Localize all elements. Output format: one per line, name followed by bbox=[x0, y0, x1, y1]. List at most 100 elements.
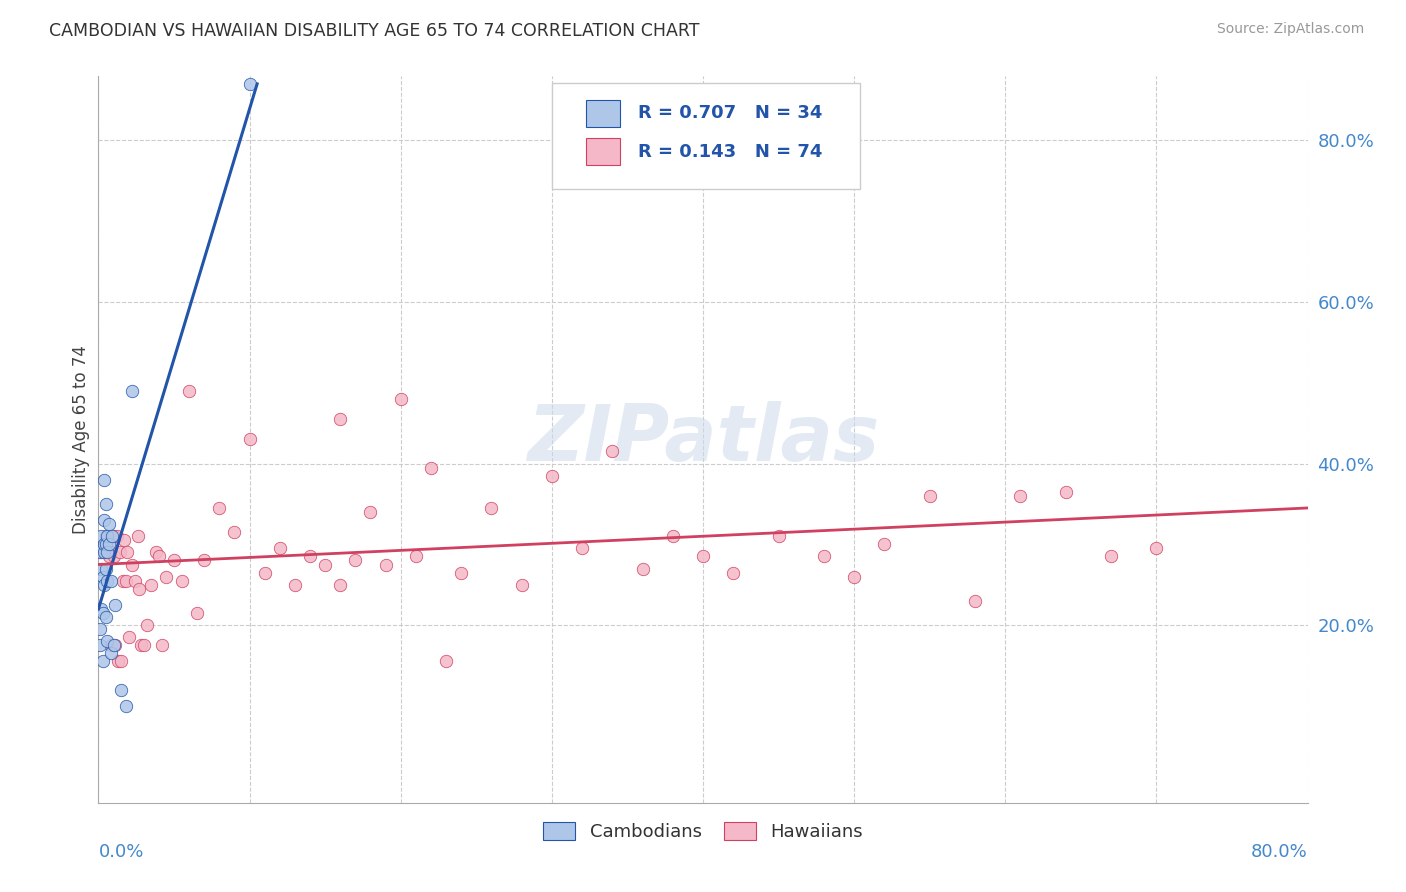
Point bbox=[128, 582, 150, 596]
Bar bbox=[586, 138, 620, 165]
Point bbox=[1054, 484, 1077, 499]
Point bbox=[107, 655, 129, 669]
Point bbox=[111, 574, 134, 588]
Point bbox=[112, 533, 135, 548]
Legend: Cambodians, Hawaiians: Cambodians, Hawaiians bbox=[536, 814, 870, 848]
Point bbox=[299, 549, 322, 564]
Point bbox=[90, 541, 112, 556]
Point bbox=[813, 549, 835, 564]
Point bbox=[434, 655, 457, 669]
Point bbox=[873, 537, 896, 551]
Point bbox=[91, 541, 114, 556]
Point bbox=[94, 497, 117, 511]
Point bbox=[121, 384, 143, 398]
Point bbox=[510, 578, 533, 592]
Point bbox=[96, 574, 118, 588]
Text: 80.0%: 80.0% bbox=[1251, 843, 1308, 861]
Point bbox=[90, 602, 112, 616]
Point bbox=[105, 529, 128, 543]
Point bbox=[94, 537, 117, 551]
Point bbox=[108, 545, 131, 559]
Point bbox=[114, 574, 136, 588]
Point bbox=[692, 549, 714, 564]
Point bbox=[193, 553, 215, 567]
Point bbox=[100, 638, 122, 652]
Point bbox=[405, 549, 427, 564]
Point bbox=[89, 622, 111, 636]
Point bbox=[93, 545, 115, 559]
Point bbox=[94, 561, 117, 575]
Point bbox=[132, 638, 155, 652]
Text: R = 0.707   N = 34: R = 0.707 N = 34 bbox=[638, 104, 823, 122]
Point bbox=[100, 545, 122, 559]
Point bbox=[90, 561, 112, 575]
Point bbox=[96, 545, 118, 559]
Point bbox=[374, 558, 396, 572]
Point bbox=[224, 525, 246, 540]
Point bbox=[89, 638, 111, 652]
Point bbox=[844, 569, 866, 583]
Point bbox=[101, 529, 124, 543]
Point bbox=[163, 553, 186, 567]
Point bbox=[314, 558, 336, 572]
Point bbox=[253, 566, 276, 580]
Point bbox=[389, 392, 412, 406]
Point bbox=[208, 500, 231, 515]
Point bbox=[91, 606, 114, 620]
Point bbox=[420, 460, 443, 475]
Point bbox=[481, 500, 503, 515]
Point bbox=[269, 541, 291, 556]
Point bbox=[360, 505, 382, 519]
Point bbox=[115, 545, 138, 559]
Point bbox=[768, 529, 790, 543]
Point bbox=[94, 529, 117, 543]
Text: 0.0%: 0.0% bbox=[98, 843, 143, 861]
Point bbox=[124, 574, 146, 588]
Point bbox=[965, 594, 987, 608]
Point bbox=[571, 541, 593, 556]
Point bbox=[1144, 541, 1167, 556]
Point bbox=[179, 384, 201, 398]
Point bbox=[631, 561, 654, 575]
Point bbox=[329, 412, 352, 426]
Point bbox=[96, 541, 118, 556]
Point bbox=[110, 655, 132, 669]
Point bbox=[91, 569, 114, 583]
Point bbox=[93, 537, 115, 551]
Point bbox=[1010, 489, 1032, 503]
Point bbox=[129, 638, 152, 652]
Point bbox=[239, 432, 262, 446]
Point bbox=[141, 578, 163, 592]
Point bbox=[150, 638, 173, 652]
Point bbox=[661, 529, 683, 543]
Point bbox=[100, 574, 122, 588]
Point bbox=[98, 537, 121, 551]
Bar bbox=[586, 100, 620, 127]
Point bbox=[93, 537, 115, 551]
Point bbox=[118, 630, 141, 644]
Point bbox=[96, 634, 118, 648]
Point bbox=[89, 545, 111, 559]
Point bbox=[540, 468, 562, 483]
Point bbox=[148, 549, 170, 564]
Point bbox=[918, 489, 941, 503]
Point bbox=[186, 606, 208, 620]
Point bbox=[284, 578, 307, 592]
Point bbox=[90, 529, 112, 543]
Point bbox=[110, 682, 132, 697]
Point bbox=[114, 698, 136, 713]
FancyBboxPatch shape bbox=[551, 83, 860, 188]
Point bbox=[98, 517, 121, 532]
Point bbox=[1099, 549, 1122, 564]
Point bbox=[170, 574, 193, 588]
Text: CAMBODIAN VS HAWAIIAN DISABILITY AGE 65 TO 74 CORRELATION CHART: CAMBODIAN VS HAWAIIAN DISABILITY AGE 65 … bbox=[49, 22, 700, 40]
Point bbox=[90, 545, 112, 559]
Point bbox=[239, 77, 262, 91]
Point bbox=[602, 444, 624, 458]
Point bbox=[94, 610, 117, 624]
Point bbox=[93, 473, 115, 487]
Point bbox=[155, 569, 177, 583]
Point bbox=[450, 566, 472, 580]
Point bbox=[91, 655, 114, 669]
Point bbox=[103, 638, 125, 652]
